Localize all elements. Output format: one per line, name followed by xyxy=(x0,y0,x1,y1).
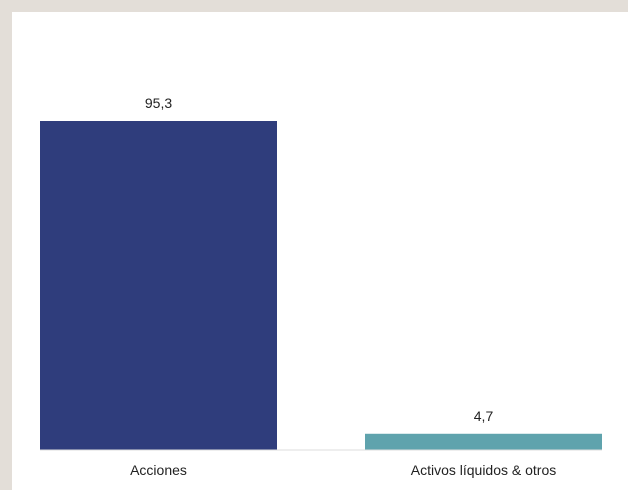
value-labels-layer: 95,3 4,7 xyxy=(145,95,494,424)
value-label-1: 95,3 xyxy=(145,95,172,111)
bar-2 xyxy=(365,433,602,450)
x-tick-labels-layer: Acciones Activos líquidos & otros xyxy=(130,462,556,478)
bar-1 xyxy=(40,121,277,450)
value-label-2: 4,7 xyxy=(474,408,494,424)
x-tick-label-1: Acciones xyxy=(130,462,187,478)
bars-layer xyxy=(40,121,602,450)
x-tick-label-2: Activos líquidos & otros xyxy=(411,462,557,478)
